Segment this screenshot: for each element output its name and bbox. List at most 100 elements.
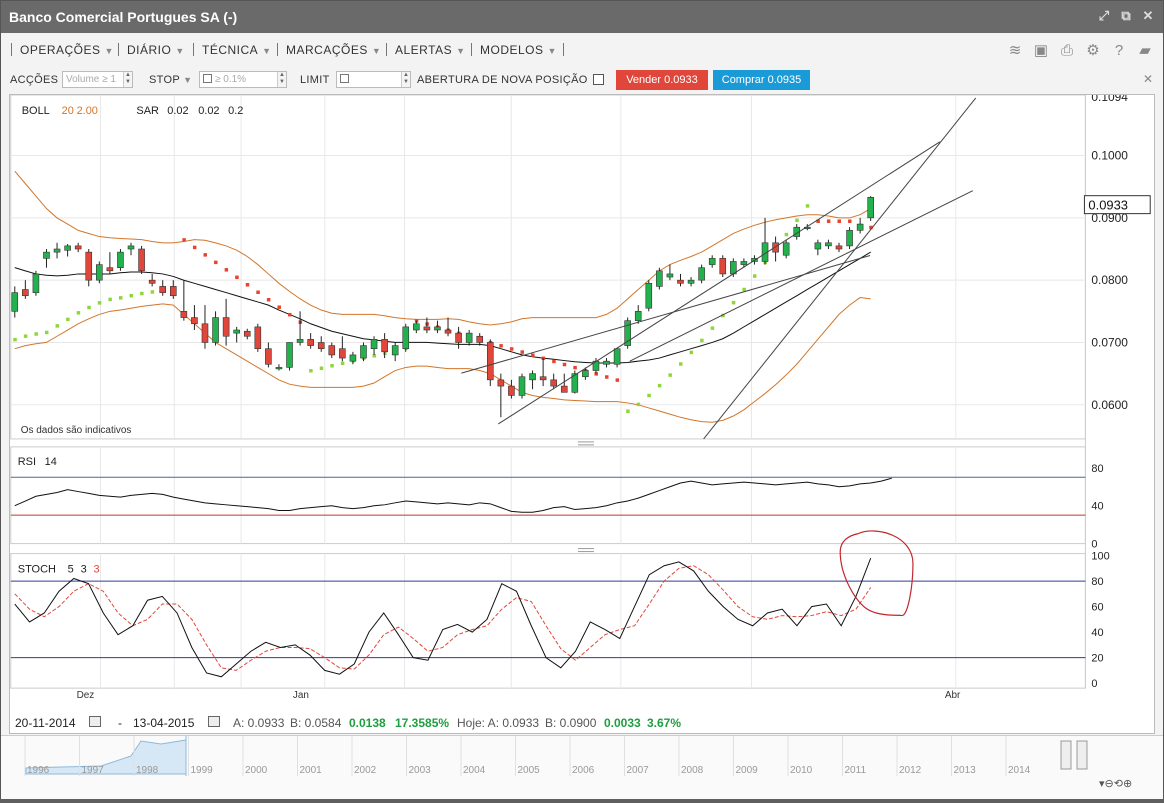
navigator-history-area	[25, 739, 187, 775]
navigator-handle[interactable]	[1076, 740, 1088, 770]
candle	[497, 379, 505, 387]
stop-input[interactable]: ≥ 0.1% ▲ ▼	[199, 71, 287, 88]
stop-stepper[interactable]: ▲ ▼	[277, 72, 286, 87]
candle	[85, 251, 93, 281]
candle	[328, 345, 336, 356]
sar-dot	[848, 219, 852, 223]
stoch-lines	[14, 557, 872, 678]
toolbar-icons: ≋ ▣ ⎙ ⚙ ? ▰	[1007, 43, 1153, 59]
candle	[486, 342, 494, 381]
menu-alertas[interactable]: ALERTAS ▼	[395, 43, 466, 57]
close-panel-icon[interactable]: ✕	[1143, 72, 1154, 86]
menu-modelos[interactable]: MODELOS ▼	[480, 43, 557, 57]
main-panel-frame	[10, 95, 1086, 440]
current-price-box	[1083, 195, 1151, 215]
candle	[402, 326, 410, 350]
end-date[interactable]: 13-04-2015	[133, 716, 195, 730]
sar-dot	[826, 219, 831, 223]
candle	[571, 373, 579, 393]
limit-checkbox[interactable]	[340, 74, 349, 83]
trendlines	[461, 97, 977, 440]
volume-input[interactable]: Volume ≥ 1 ▲ ▼	[62, 71, 133, 88]
candle	[254, 326, 262, 350]
sar-dot	[55, 324, 60, 328]
restore-icon[interactable]: ⧉	[1121, 8, 1131, 23]
buy-button[interactable]: Comprar 0.0935	[713, 70, 810, 90]
stoch-tick-label: 40	[1091, 627, 1103, 639]
candle	[169, 286, 177, 297]
candle	[106, 267, 114, 272]
candle	[180, 311, 188, 318]
panel-splitter[interactable]	[578, 441, 594, 446]
period-high: A: 0.0933	[233, 716, 285, 730]
comment-icon[interactable]: ▰	[1139, 42, 1151, 59]
rsi-line	[14, 477, 892, 513]
limit-stepper[interactable]: ▲ ▼	[401, 72, 410, 87]
candle	[265, 348, 272, 365]
sar-dot	[76, 311, 81, 315]
navigator-year: 2001	[300, 765, 323, 776]
gear-icon[interactable]: ⚙	[1086, 42, 1100, 59]
today-change-pct: 3.67%	[647, 716, 682, 730]
stop-checkbox[interactable]	[203, 74, 212, 83]
window-controls: ⤢ ⧉ ✕	[1097, 9, 1155, 23]
limit-label: LIMIT	[300, 74, 330, 86]
calendar-icon[interactable]	[208, 716, 220, 727]
sar-dot	[266, 297, 271, 302]
sar-dot	[319, 366, 324, 371]
candles	[11, 196, 874, 418]
price-chart[interactable]: BOLL 20 2.00 SAR 0.02 0.02 0.2 Os dados …	[9, 94, 1155, 734]
parabolic-sar	[13, 204, 873, 414]
sar-dot	[108, 297, 112, 302]
boll-lower	[14, 297, 871, 423]
sar-dot	[140, 291, 144, 296]
close-icon[interactable]: ✕	[1142, 8, 1154, 23]
time-navigator[interactable]: 1996 1997 1998 1999 2000 2001 2002 2003 2004 2005…	[1, 735, 1163, 799]
candle	[233, 329, 240, 334]
sar-param-1: 0.02	[167, 105, 188, 117]
menu-diario[interactable]: DIÁRIO ▼	[127, 43, 185, 57]
sar-dot	[573, 365, 577, 370]
navigator-year: 2006	[572, 765, 595, 776]
navigator-year: 1996	[27, 765, 50, 776]
menu-operacoes[interactable]: OPERAÇÕES ▼	[20, 43, 114, 57]
candle	[360, 345, 367, 359]
candle	[508, 385, 515, 396]
scroll-icons[interactable]: ▾⊖⟲⊕	[1099, 778, 1132, 790]
help-icon[interactable]: ?	[1114, 42, 1124, 59]
start-date[interactable]: 20-11-2014	[15, 716, 76, 730]
stop-dropdown[interactable]: STOP ▼	[149, 74, 193, 86]
sar-dot	[214, 260, 218, 265]
candle	[96, 264, 103, 281]
candle	[43, 251, 50, 259]
sar-dot	[34, 332, 38, 336]
abertura-label: ABERTURA DE NOVA POSIÇÃO	[417, 74, 588, 86]
print-icon[interactable]: ⎙	[1060, 42, 1073, 59]
expand-icon[interactable]: ⤢	[1098, 8, 1110, 23]
candle	[645, 282, 653, 309]
panel-splitter[interactable]	[578, 548, 594, 553]
calendar-icon[interactable]	[89, 716, 101, 727]
candle	[53, 248, 61, 253]
navigator-year: 1997	[82, 765, 105, 776]
menu-tecnica[interactable]: TÉCNICA ▼	[202, 43, 272, 57]
stoch-d-line	[14, 565, 872, 671]
bollinger-bands	[14, 170, 871, 423]
rsi-panel-frame	[10, 446, 1086, 545]
sar-dot	[66, 317, 70, 322]
menu-marcacoes[interactable]: MARCAÇÕES ▼	[286, 43, 382, 57]
today-change: 0.0033	[604, 716, 641, 730]
sell-button[interactable]: Vender 0.0933	[616, 70, 708, 90]
candle	[603, 360, 610, 365]
candle	[835, 245, 843, 250]
sar-dot	[330, 364, 334, 368]
limit-input[interactable]: ▲ ▼	[336, 71, 411, 88]
layers-icon[interactable]: ≋	[1008, 42, 1022, 59]
abertura-checkbox[interactable]	[593, 74, 604, 85]
price-tick-label: 0.0900	[1091, 211, 1128, 225]
navigator-year: 2004	[463, 765, 486, 776]
navigator-handle[interactable]	[1060, 740, 1072, 770]
volume-stepper[interactable]: ▲ ▼	[123, 72, 132, 87]
image-icon[interactable]: ▣	[1033, 42, 1049, 59]
